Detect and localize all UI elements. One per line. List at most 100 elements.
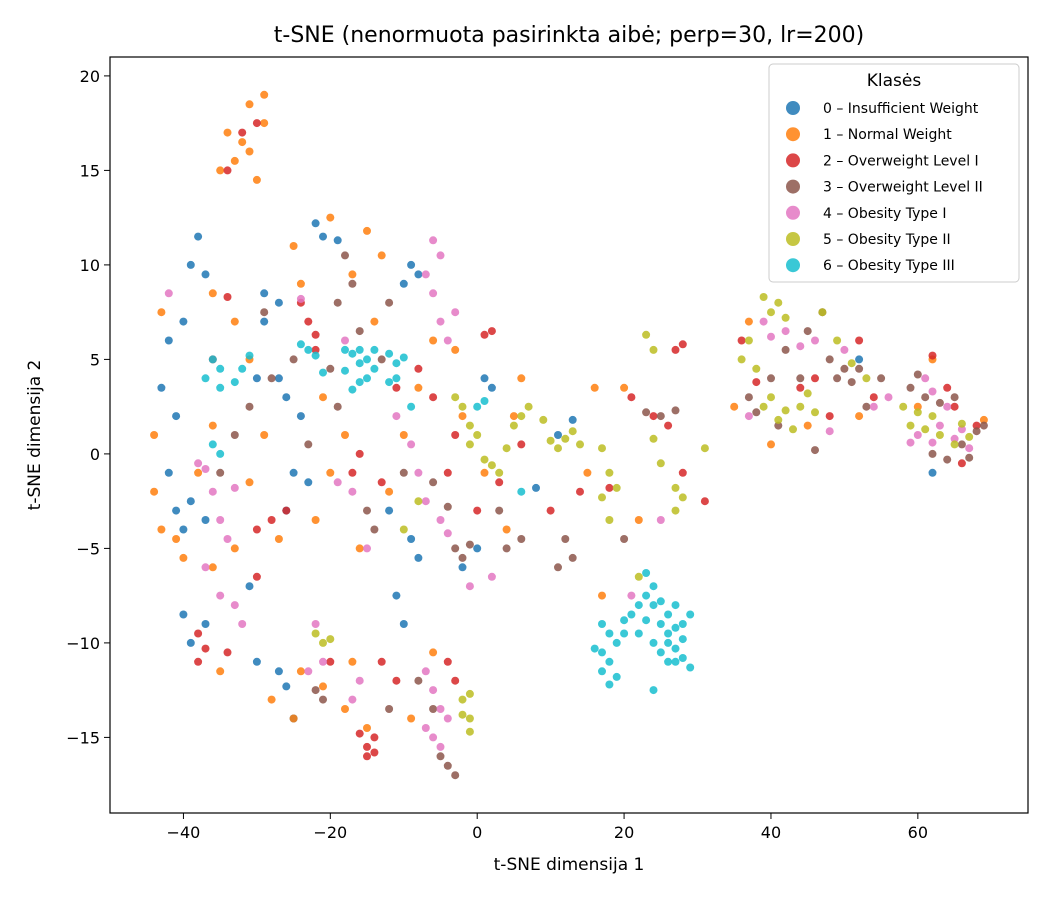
scatter-point xyxy=(620,535,629,543)
scatter-point xyxy=(150,487,159,496)
scatter-point xyxy=(260,289,269,298)
scatter-point xyxy=(671,483,680,492)
scatter-point xyxy=(421,270,430,279)
scatter-point xyxy=(950,402,959,411)
scatter-point xyxy=(473,431,482,439)
scatter-point xyxy=(576,440,584,449)
scatter-point xyxy=(201,465,210,473)
scatter-point xyxy=(304,317,313,326)
scatter-point xyxy=(208,355,217,364)
scatter-point xyxy=(664,421,673,430)
scatter-point xyxy=(363,374,371,383)
scatter-point xyxy=(649,601,658,610)
scatter-point xyxy=(208,421,217,430)
scatter-point xyxy=(355,729,364,738)
scatter-point xyxy=(164,468,173,477)
scatter-point xyxy=(517,374,526,383)
scatter-point xyxy=(678,654,687,662)
scatter-point xyxy=(326,635,335,644)
y-axis: −15 −10 −5 0 5 10 15 20 xyxy=(66,67,110,747)
scatter-point xyxy=(612,638,621,647)
scatter-point xyxy=(495,506,504,515)
scatter-point xyxy=(216,591,225,600)
scatter-point xyxy=(201,563,210,572)
scatter-point xyxy=(517,487,526,496)
scatter-point xyxy=(913,431,922,439)
scatter-point xyxy=(260,317,269,326)
scatter-point xyxy=(840,345,849,354)
scatter-point xyxy=(252,572,261,581)
scatter-point xyxy=(913,408,922,417)
scatter-point xyxy=(201,374,210,383)
scatter-point xyxy=(252,119,261,128)
scatter-point xyxy=(370,317,379,326)
scatter-point xyxy=(965,444,974,453)
scatter-point xyxy=(877,374,886,383)
scatter-point xyxy=(319,368,327,377)
scatter-point xyxy=(869,402,878,411)
scatter-point xyxy=(781,313,790,322)
scatter-point xyxy=(598,620,606,628)
scatter-point xyxy=(561,434,570,443)
scatter-point xyxy=(304,440,313,449)
scatter-point xyxy=(465,440,474,449)
scatter-point xyxy=(341,251,349,260)
scatter-point xyxy=(355,449,364,458)
scatter-point xyxy=(487,572,496,581)
scatter-point xyxy=(223,648,232,657)
scatter-point xyxy=(363,544,371,553)
scatter-point xyxy=(855,355,864,364)
x-tick-label: −20 xyxy=(313,823,347,842)
scatter-point xyxy=(348,657,357,666)
scatter-point xyxy=(252,525,261,534)
scatter-point xyxy=(377,251,386,260)
y-axis-label: t-SNE dimensija 2 xyxy=(25,360,45,511)
scatter-point xyxy=(267,516,276,524)
scatter-point xyxy=(333,402,342,411)
scatter-point xyxy=(656,597,665,606)
scatter-point xyxy=(744,412,753,421)
scatter-point xyxy=(502,525,511,534)
scatter-point xyxy=(759,293,768,301)
scatter-point xyxy=(458,710,467,719)
scatter-point xyxy=(319,657,327,666)
scatter-point xyxy=(656,516,665,524)
legend-marker xyxy=(786,179,800,194)
scatter-point xyxy=(348,270,357,279)
scatter-point xyxy=(737,336,746,345)
legend-label: 4 – Obesity Type I xyxy=(823,206,946,222)
scatter-point xyxy=(355,327,364,336)
scatter-point xyxy=(744,336,753,345)
scatter-point xyxy=(928,449,937,458)
scatter-point xyxy=(532,483,540,492)
scatter-point xyxy=(385,349,394,358)
scatter-point xyxy=(179,317,188,326)
scatter-point xyxy=(348,487,357,496)
scatter-point xyxy=(348,695,357,704)
scatter-point xyxy=(825,355,834,364)
scatter-point xyxy=(385,506,394,515)
scatter-point xyxy=(274,374,283,383)
y-tick-label: 0 xyxy=(90,445,100,464)
scatter-point xyxy=(642,616,651,625)
scatter-point xyxy=(656,412,665,421)
scatter-point xyxy=(348,468,357,477)
x-tick-label: −40 xyxy=(167,823,201,842)
scatter-point xyxy=(399,353,408,362)
scatter-point xyxy=(238,128,247,137)
scatter-point xyxy=(370,525,379,534)
scatter-point xyxy=(605,680,614,689)
plot-frame xyxy=(109,56,1029,814)
scatter-point xyxy=(627,610,636,619)
scatter-point xyxy=(238,364,247,373)
scatter-point xyxy=(803,389,812,398)
scatter-point xyxy=(341,345,349,354)
scatter-point xyxy=(847,359,856,368)
scatter-point xyxy=(649,412,658,421)
scatter-point xyxy=(913,402,922,411)
series-6 xyxy=(201,340,695,695)
scatter-point xyxy=(311,629,320,638)
scatter-point xyxy=(392,374,401,383)
scatter-point xyxy=(612,483,621,492)
scatter-point xyxy=(979,415,988,424)
